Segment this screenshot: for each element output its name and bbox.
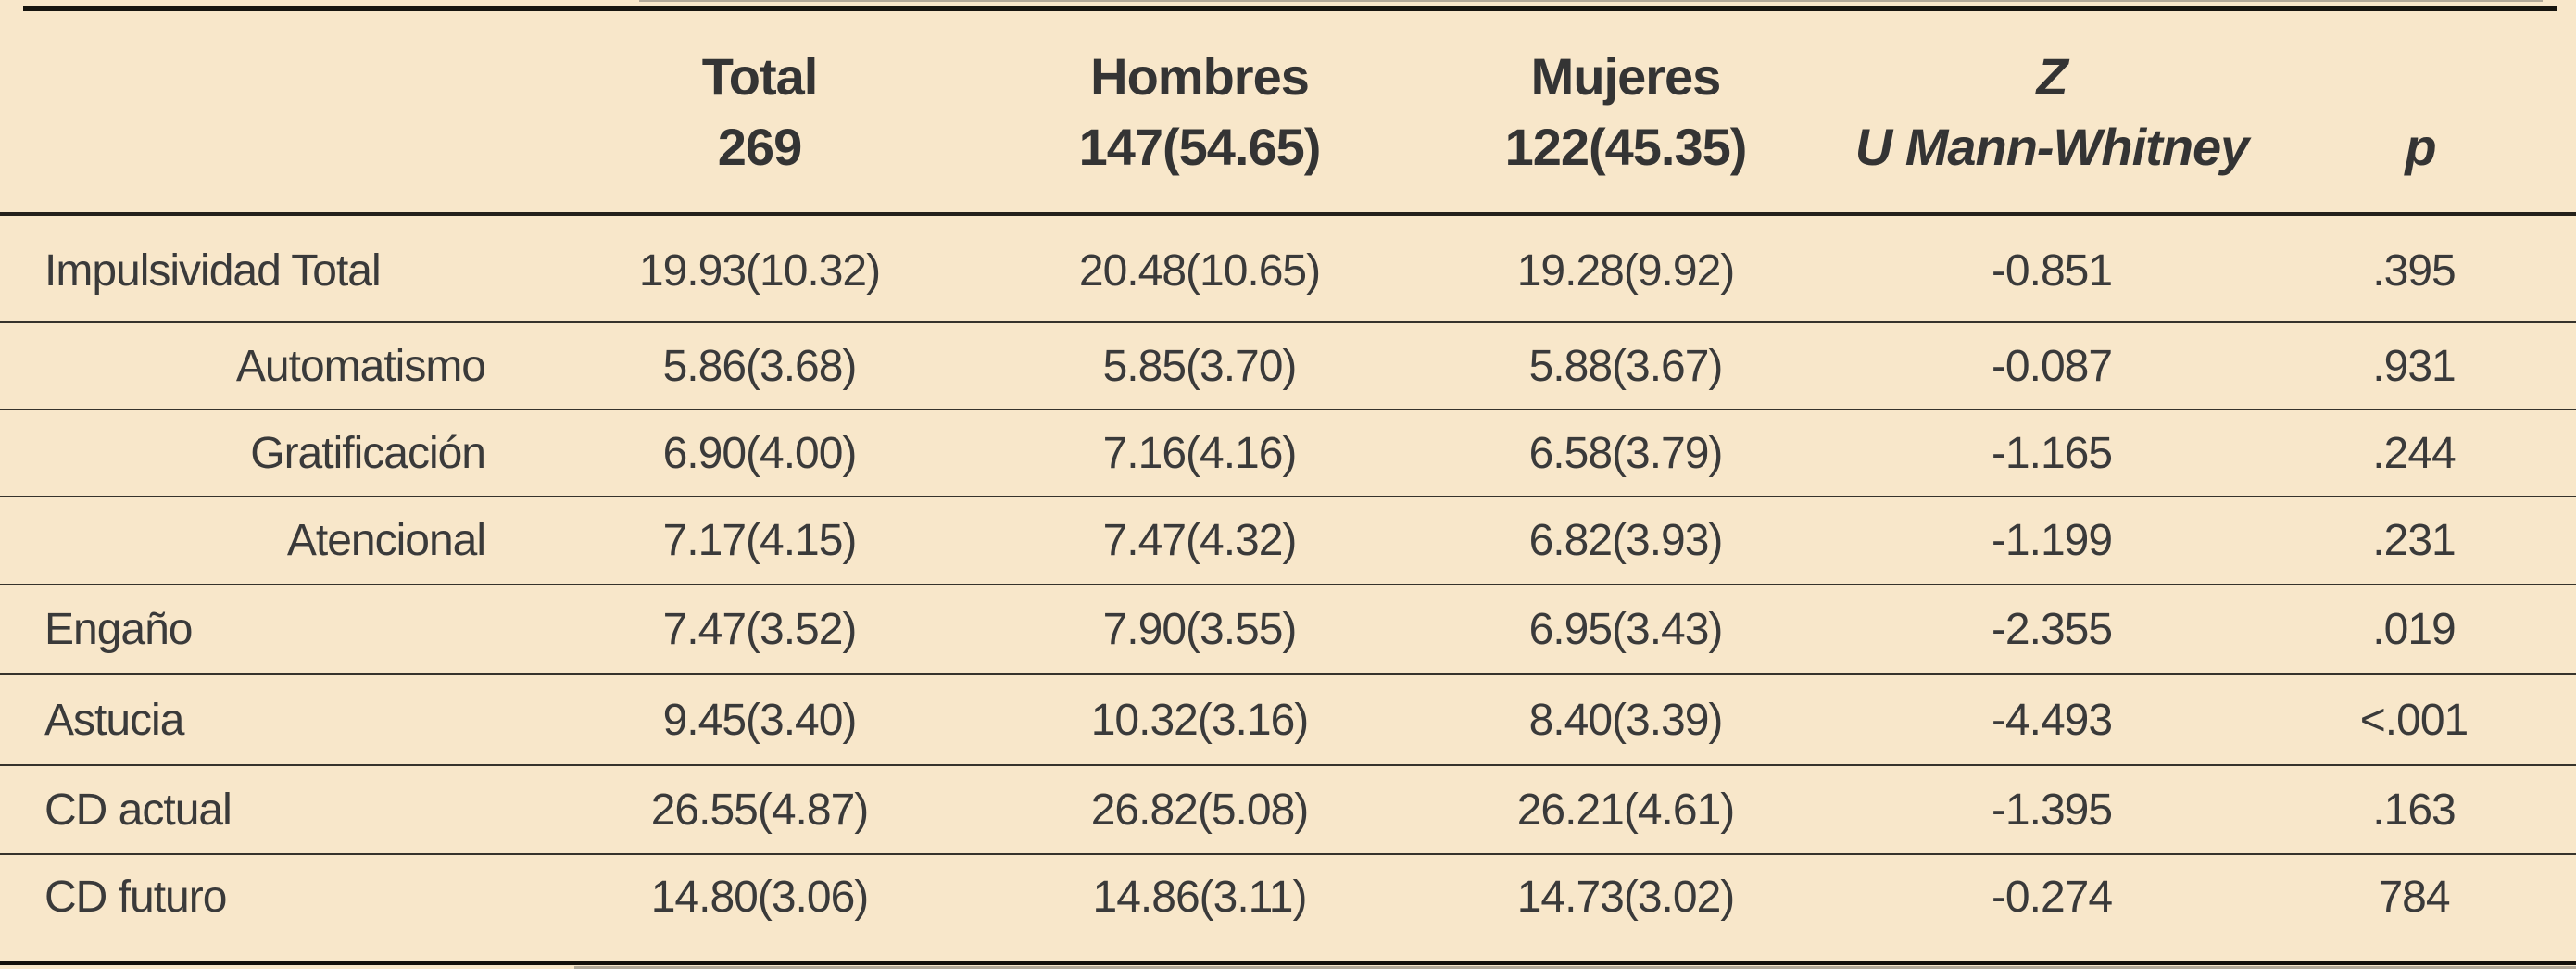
cell-hombres: 10.32(3.16) bbox=[1090, 695, 1310, 745]
table-bottom-rule bbox=[0, 961, 2576, 965]
table-row: CD futuro 14.80(3.06) 14.86(3.11) 14.73(… bbox=[0, 853, 2576, 962]
row-label: Gratificación bbox=[250, 428, 486, 478]
cell-hombres: 14.86(3.11) bbox=[1092, 873, 1308, 922]
header-total-line2: 269 bbox=[717, 117, 802, 176]
cell-total: 26.55(4.87) bbox=[650, 785, 870, 835]
row-label: CD futuro bbox=[44, 873, 227, 922]
table-header-row: Total 269 Hombres 147(54.65) Mujeres 122… bbox=[0, 11, 2576, 216]
header-hombres-line2: 147(54.65) bbox=[1078, 117, 1322, 176]
table-row: Impulsividad Total 19.93(10.32) 20.48(10… bbox=[0, 220, 2576, 321]
header-label-column bbox=[0, 11, 533, 212]
cell-mujeres: 6.95(3.43) bbox=[1528, 605, 1724, 654]
cell-z: -1.165 bbox=[1991, 428, 2113, 478]
header-z-line2: U Mann-Whitney bbox=[1854, 117, 2250, 176]
cell-hombres: 20.48(10.65) bbox=[1078, 245, 1321, 296]
cell-z: -4.493 bbox=[1991, 695, 2113, 745]
header-total: Total 269 bbox=[533, 11, 986, 212]
header-z-line1: Z bbox=[2036, 46, 2067, 106]
cell-p: <.001 bbox=[2359, 695, 2469, 745]
table-row: CD actual 26.55(4.87) 26.82(5.08) 26.21(… bbox=[0, 764, 2576, 853]
table-row: Atencional 7.17(4.15) 7.47(4.32) 6.82(3.… bbox=[0, 496, 2576, 584]
cell-p: .019 bbox=[2372, 605, 2456, 654]
scan-edge-artifact-bottom bbox=[574, 966, 2576, 969]
cell-p: 784 bbox=[2378, 873, 2450, 922]
cell-total: 9.45(3.40) bbox=[662, 695, 858, 745]
cell-z: -0.851 bbox=[1991, 245, 2113, 296]
row-label: Astucia bbox=[44, 695, 184, 745]
header-z-mann-whitney: Z U Mann-Whitney bbox=[1839, 11, 2265, 212]
cell-total: 7.17(4.15) bbox=[662, 516, 858, 565]
cell-mujeres: 5.88(3.67) bbox=[1528, 341, 1724, 391]
header-mujeres: Mujeres 122(45.35) bbox=[1413, 11, 1839, 212]
cell-p: .395 bbox=[2372, 245, 2456, 296]
cell-hombres: 5.85(3.70) bbox=[1102, 341, 1298, 391]
cell-hombres: 7.47(4.32) bbox=[1102, 516, 1298, 565]
table-row: Astucia 9.45(3.40) 10.32(3.16) 8.40(3.39… bbox=[0, 673, 2576, 764]
cell-z: -1.199 bbox=[1991, 516, 2113, 565]
cell-total: 5.86(3.68) bbox=[662, 341, 858, 391]
cell-z: -0.274 bbox=[1991, 873, 2113, 922]
scan-edge-artifact-top bbox=[639, 0, 2543, 2]
cell-z: -1.395 bbox=[1991, 785, 2113, 835]
cell-hombres: 7.16(4.16) bbox=[1102, 428, 1298, 478]
cell-hombres: 26.82(5.08) bbox=[1090, 785, 1310, 835]
cell-mujeres: 8.40(3.39) bbox=[1528, 695, 1724, 745]
table-row: Engaño 7.47(3.52) 7.90(3.55) 6.95(3.43) … bbox=[0, 584, 2576, 673]
cell-mujeres: 26.21(4.61) bbox=[1516, 785, 1736, 835]
cell-mujeres: 6.82(3.93) bbox=[1528, 516, 1724, 565]
table-body: Impulsividad Total 19.93(10.32) 20.48(10… bbox=[0, 220, 2576, 962]
row-label: Automatismo bbox=[235, 341, 486, 391]
header-mujeres-line2: 122(45.35) bbox=[1504, 117, 1748, 176]
header-mujeres-line1: Mujeres bbox=[1530, 46, 1722, 106]
table-row: Automatismo 5.86(3.68) 5.85(3.70) 5.88(3… bbox=[0, 321, 2576, 409]
cell-z: -0.087 bbox=[1991, 341, 2113, 391]
table-row: Gratificación 6.90(4.00) 7.16(4.16) 6.58… bbox=[0, 409, 2576, 496]
row-label: Atencional bbox=[286, 516, 486, 565]
cell-total: 6.90(4.00) bbox=[662, 428, 858, 478]
cell-mujeres: 14.73(3.02) bbox=[1516, 873, 1736, 922]
cell-mujeres: 19.28(9.92) bbox=[1516, 245, 1736, 296]
cell-hombres: 7.90(3.55) bbox=[1102, 605, 1298, 654]
cell-z: -2.355 bbox=[1991, 605, 2113, 654]
cell-p: .931 bbox=[2372, 341, 2456, 391]
header-hombres: Hombres 147(54.65) bbox=[986, 11, 1413, 212]
header-p-line1 bbox=[2265, 42, 2576, 112]
header-hombres-line1: Hombres bbox=[1090, 46, 1310, 106]
row-label: Engaño bbox=[44, 605, 194, 654]
cell-p: .163 bbox=[2372, 785, 2456, 835]
row-label: CD actual bbox=[44, 785, 232, 835]
header-p-line2: p bbox=[2405, 117, 2436, 176]
header-total-line1: Total bbox=[701, 46, 819, 106]
cell-mujeres: 6.58(3.79) bbox=[1528, 428, 1724, 478]
cell-p: .244 bbox=[2372, 428, 2456, 478]
cell-total: 19.93(10.32) bbox=[638, 245, 881, 296]
cell-total: 7.47(3.52) bbox=[662, 605, 858, 654]
cell-total: 14.80(3.06) bbox=[650, 873, 870, 922]
cell-p: .231 bbox=[2372, 516, 2456, 565]
header-p: p bbox=[2265, 11, 2576, 212]
row-label: Impulsividad Total bbox=[44, 245, 382, 296]
table-top-rule bbox=[23, 6, 2557, 11]
